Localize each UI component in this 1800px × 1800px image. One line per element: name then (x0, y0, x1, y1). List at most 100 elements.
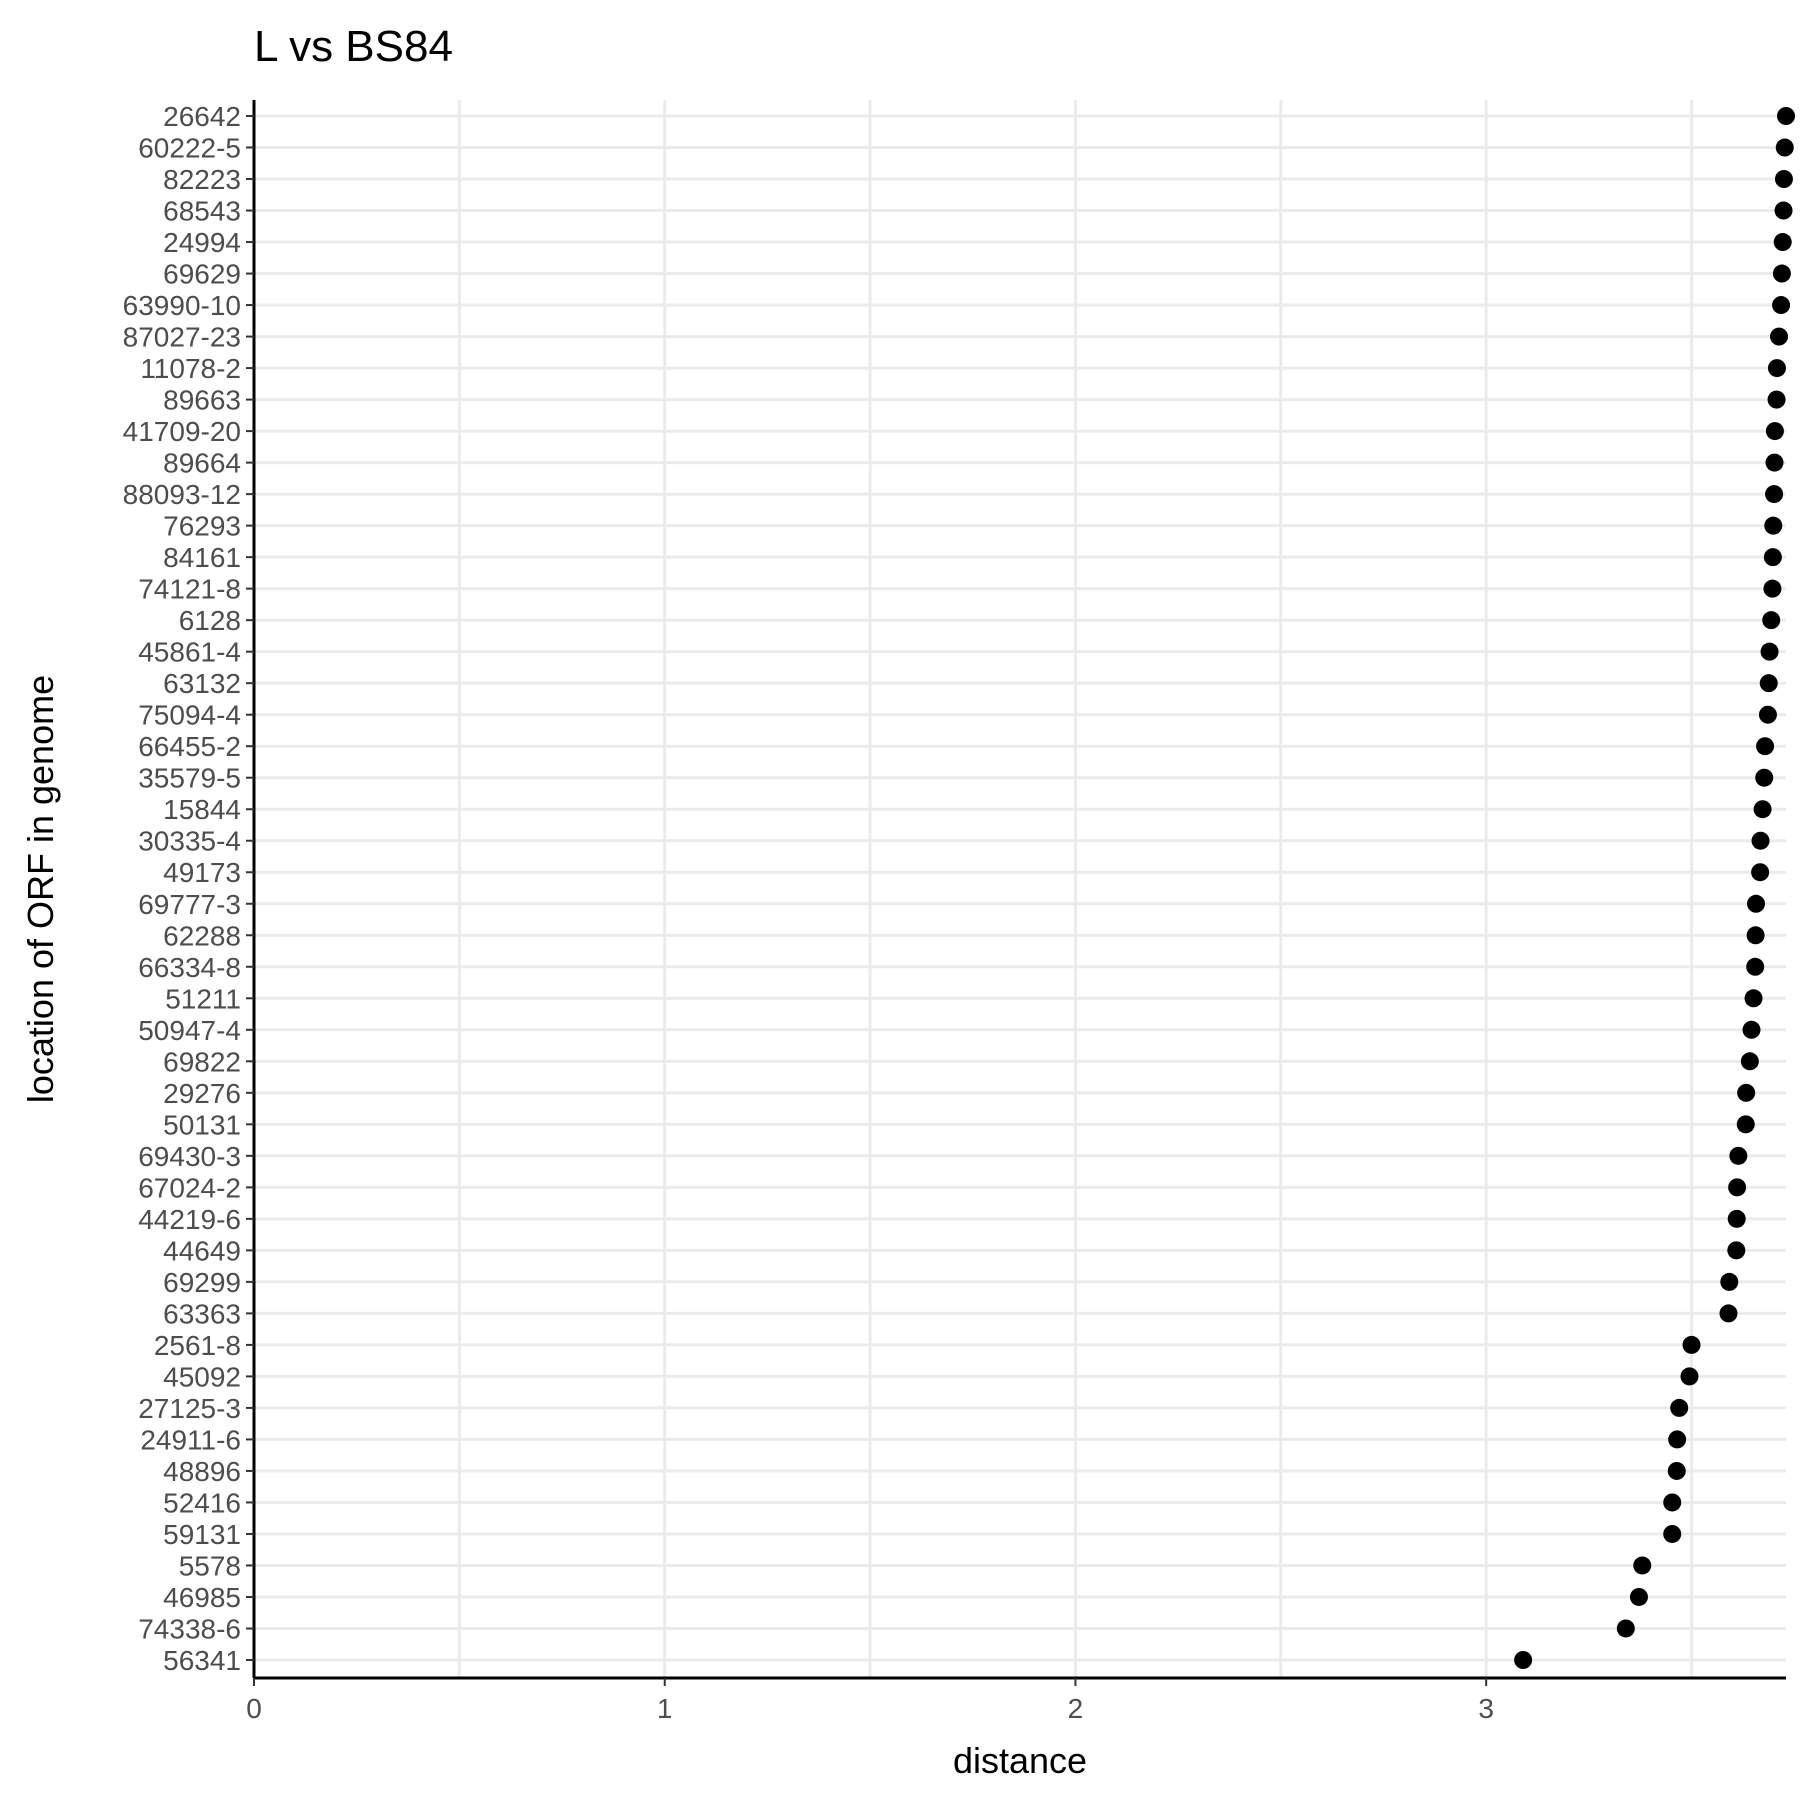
y-tick-label: 62288 (163, 920, 241, 951)
y-tick-label: 69430-3 (138, 1141, 241, 1172)
y-tick-label: 74121-8 (138, 574, 241, 605)
data-point (1764, 516, 1783, 535)
y-tick-label: 63990-10 (123, 290, 241, 321)
x-tick-label: 1 (657, 1693, 673, 1724)
data-point (1616, 1619, 1635, 1638)
data-point (1772, 264, 1791, 283)
data-point (1762, 611, 1781, 630)
y-tick-label: 68543 (163, 196, 241, 227)
data-point (1736, 1115, 1755, 1134)
y-tick-label: 44219-6 (138, 1204, 241, 1235)
y-tick-label: 6128 (179, 605, 241, 636)
y-tick-label: 48896 (163, 1456, 241, 1487)
y-tick-label: 84161 (163, 542, 241, 573)
y-tick-label: 27125-3 (138, 1393, 241, 1424)
data-point (1751, 831, 1770, 850)
data-point (1753, 800, 1772, 819)
data-point (1767, 359, 1786, 378)
data-point (1755, 768, 1774, 787)
y-tick-label: 69299 (163, 1267, 241, 1298)
y-tick-label: 41709-20 (123, 416, 241, 447)
data-point (1727, 1209, 1746, 1228)
y-tick-label: 24994 (163, 227, 241, 258)
y-tick-label: 75094-4 (138, 700, 241, 731)
data-point (1670, 1398, 1689, 1417)
data-point (1763, 579, 1782, 598)
data-point (1663, 1493, 1682, 1512)
data-point (1737, 1083, 1756, 1102)
data-point (1765, 453, 1784, 472)
y-tick-label: 50947-4 (138, 1015, 241, 1046)
y-tick-label: 46985 (163, 1582, 241, 1613)
data-point (1742, 1020, 1761, 1039)
y-tick-label: 82223 (163, 164, 241, 195)
y-tick-label: 45092 (163, 1361, 241, 1392)
data-point (1682, 1335, 1701, 1354)
data-points (1514, 107, 1795, 1669)
y-tick-label: 30335-4 (138, 826, 241, 857)
data-point (1777, 107, 1795, 125)
y-tick-label: 87027-23 (123, 322, 241, 353)
y-tick-label: 63132 (163, 668, 241, 699)
data-point (1729, 1146, 1748, 1165)
data-point (1760, 642, 1779, 661)
y-tick-label: 49173 (163, 857, 241, 888)
data-point (1747, 894, 1766, 913)
y-tick-label: 11078-2 (140, 353, 241, 384)
x-tick-label: 2 (1068, 1693, 1084, 1724)
y-tick-label: 35579-5 (138, 763, 241, 794)
y-tick-label: 63363 (163, 1298, 241, 1329)
data-point (1746, 957, 1765, 976)
data-point (1772, 296, 1791, 315)
y-tick-label: 52416 (163, 1487, 241, 1518)
y-tick-label: 88093-12 (123, 479, 241, 510)
y-tick-label: 69822 (163, 1046, 241, 1077)
y-tick-label: 69777-3 (138, 889, 241, 920)
data-point (1514, 1651, 1533, 1669)
y-tick-label: 76293 (163, 511, 241, 542)
y-tick-label: 89664 (163, 448, 241, 479)
data-point (1719, 1304, 1738, 1323)
y-tick-labels: 2664260222-58222368543249946962963990-10… (123, 101, 254, 1676)
y-tick-label: 51211 (165, 983, 241, 1014)
y-tick-label: 56341 (163, 1645, 241, 1676)
y-tick-label: 5578 (179, 1550, 241, 1581)
y-tick-label: 26642 (163, 101, 241, 132)
y-tick-label: 66455-2 (138, 731, 241, 762)
y-tick-label: 24911-6 (140, 1424, 241, 1455)
chart-title: L vs BS84 (254, 22, 453, 71)
x-tick-label: 0 (246, 1693, 262, 1724)
data-point (1728, 1178, 1747, 1197)
data-point (1746, 926, 1765, 945)
data-point (1774, 201, 1793, 220)
data-point (1720, 1272, 1739, 1291)
y-tick-label: 44649 (163, 1235, 241, 1266)
y-tick-label: 59131 (163, 1519, 241, 1550)
data-point (1767, 390, 1786, 409)
grid-lines (252, 100, 1786, 1678)
y-tick-label: 74338-6 (138, 1613, 241, 1644)
y-tick-label: 89663 (163, 385, 241, 416)
y-tick-label: 66334-8 (138, 952, 241, 983)
data-point (1765, 485, 1784, 504)
y-tick-label: 45861-4 (138, 637, 241, 668)
data-point (1680, 1367, 1699, 1386)
x-axis-title: distance (953, 1740, 1087, 1781)
data-point (1727, 1241, 1746, 1260)
x-tick-labels: 0 1 2 3 (246, 1678, 1494, 1724)
x-tick-label: 3 (1478, 1693, 1494, 1724)
data-point (1774, 170, 1793, 189)
data-point (1629, 1587, 1648, 1606)
y-tick-label: 67024-2 (138, 1172, 241, 1203)
data-point (1770, 327, 1789, 346)
data-point (1759, 674, 1778, 693)
data-point (1773, 233, 1792, 252)
data-point (1763, 548, 1782, 567)
data-point (1744, 989, 1763, 1008)
data-point (1633, 1556, 1652, 1575)
data-point (1663, 1524, 1682, 1543)
data-point (1765, 422, 1784, 441)
axes (252, 100, 1786, 1680)
data-point (1751, 863, 1770, 882)
